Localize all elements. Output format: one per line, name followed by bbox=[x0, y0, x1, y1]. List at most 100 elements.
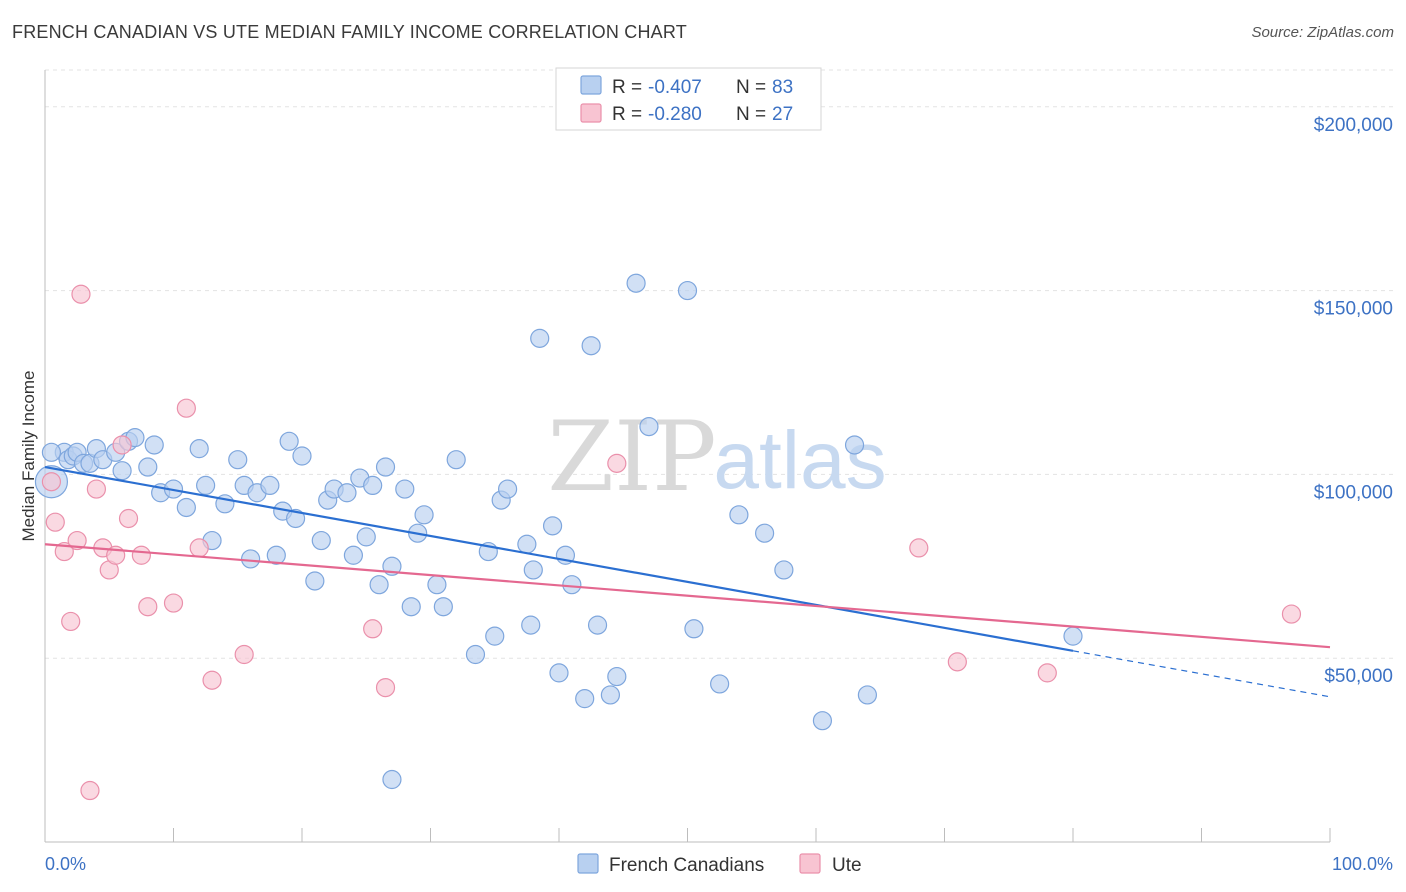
legend-n-label-0: N = bbox=[736, 77, 766, 98]
point-french-canadians bbox=[241, 549, 261, 569]
point-french-canadians bbox=[176, 497, 196, 518]
point-french-canadians bbox=[857, 685, 878, 705]
y-axis-title: Median Family Income bbox=[19, 370, 38, 541]
point-french-canadians bbox=[587, 615, 608, 635]
point-french-canadians bbox=[305, 571, 325, 591]
point-french-canadians bbox=[684, 619, 704, 639]
point-ute bbox=[71, 284, 91, 304]
point-french-canadians bbox=[375, 457, 396, 477]
correlation-legend: R = -0.407 N = 83 R = -0.280 N = 27 bbox=[555, 67, 822, 131]
point-ute bbox=[138, 597, 158, 617]
point-french-canadians bbox=[356, 527, 376, 547]
bottom-legend-label-ute: Ute bbox=[832, 855, 862, 876]
point-ute bbox=[131, 545, 151, 565]
point-french-canadians bbox=[523, 560, 543, 580]
watermark-atlas: atlas bbox=[713, 415, 886, 506]
point-french-canadians bbox=[41, 442, 62, 462]
point-french-canadians bbox=[427, 575, 447, 595]
point-french-canadians bbox=[112, 461, 132, 481]
x-tick-label-min: 0.0% bbox=[45, 854, 86, 874]
legend-r-value-1: -0.280 bbox=[648, 104, 702, 125]
point-french-canadians bbox=[138, 457, 158, 477]
point-french-canadians bbox=[626, 273, 646, 293]
point-french-canadians bbox=[498, 479, 518, 499]
legend-swatch-french-canadians bbox=[580, 75, 602, 95]
y-tick-label: $50,000 bbox=[1324, 666, 1393, 687]
watermark-zip: ZIP bbox=[547, 401, 716, 513]
point-french-canadians bbox=[517, 534, 537, 554]
point-french-canadians bbox=[196, 475, 216, 496]
trend-line-ute bbox=[44, 543, 1331, 649]
bottom-legend-swatch-french-canadians bbox=[577, 853, 599, 874]
point-french-canadians bbox=[581, 336, 601, 356]
point-ute bbox=[45, 512, 65, 532]
series-legend: French Canadians Ute bbox=[577, 853, 862, 876]
legend-r-label-1: R = bbox=[612, 104, 642, 125]
point-french-canadians bbox=[433, 597, 453, 617]
legend-n-value-0: 83 bbox=[772, 77, 793, 98]
legend-r-value-0: -0.407 bbox=[648, 77, 702, 98]
y-tick-label: $100,000 bbox=[1314, 482, 1393, 503]
point-ute bbox=[176, 398, 196, 418]
point-ute bbox=[41, 472, 62, 492]
point-french-canadians bbox=[292, 446, 312, 466]
point-french-canadians bbox=[677, 280, 698, 301]
legend-r-label-0: R = bbox=[612, 77, 642, 98]
point-french-canadians bbox=[575, 689, 595, 709]
y-tick-labels: $50,000 $100,000 $150,000 $200,000 bbox=[1314, 115, 1393, 687]
point-french-canadians bbox=[395, 479, 415, 499]
point-french-canadians bbox=[382, 769, 402, 790]
trend-lines bbox=[44, 465, 1331, 698]
point-french-canadians bbox=[401, 597, 421, 617]
point-french-canadians bbox=[311, 530, 331, 551]
x-ticks bbox=[173, 828, 1331, 842]
point-ute bbox=[375, 677, 396, 698]
point-ute bbox=[112, 435, 132, 455]
point-ute bbox=[1037, 663, 1057, 683]
trend-line-french-canadians bbox=[44, 465, 1074, 652]
point-ute bbox=[202, 670, 222, 690]
point-french-canadians bbox=[266, 545, 286, 565]
legend-n-value-1: 27 bbox=[772, 104, 793, 125]
point-french-canadians bbox=[337, 483, 357, 503]
point-french-canadians bbox=[343, 545, 363, 565]
point-french-canadians bbox=[812, 711, 833, 731]
point-french-canadians bbox=[279, 431, 299, 451]
point-french-canadians bbox=[228, 450, 248, 470]
x-tick-label-max: 100.0% bbox=[1332, 854, 1393, 874]
bottom-legend-label-french-canadians: French Canadians bbox=[609, 855, 764, 876]
point-ute bbox=[189, 538, 209, 558]
point-french-canadians bbox=[446, 450, 466, 470]
y-tick-label: $150,000 bbox=[1314, 299, 1393, 320]
point-french-canadians bbox=[260, 475, 280, 496]
point-french-canadians bbox=[369, 575, 389, 595]
point-french-canadians bbox=[285, 508, 306, 529]
series-french-canadians bbox=[34, 273, 1083, 790]
point-french-canadians bbox=[600, 685, 621, 705]
point-french-canadians bbox=[414, 505, 434, 525]
legend-n-label-1: N = bbox=[736, 104, 766, 125]
bottom-legend-swatch-ute bbox=[799, 853, 821, 874]
point-ute bbox=[234, 644, 254, 665]
y-tick-label: $200,000 bbox=[1314, 115, 1393, 136]
grid-lines bbox=[45, 69, 1393, 659]
point-french-canadians bbox=[710, 674, 730, 694]
point-french-canadians bbox=[607, 666, 627, 687]
legend-swatch-ute bbox=[580, 103, 602, 123]
point-ute bbox=[163, 593, 184, 613]
point-ute bbox=[86, 479, 107, 499]
point-french-canadians bbox=[729, 505, 749, 525]
point-ute bbox=[363, 619, 383, 639]
point-ute bbox=[607, 453, 627, 473]
point-french-canadians bbox=[549, 663, 569, 683]
point-french-canadians bbox=[639, 416, 659, 437]
point-french-canadians bbox=[530, 328, 550, 348]
point-french-canadians bbox=[363, 475, 383, 496]
point-french-canadians bbox=[189, 439, 209, 459]
zipatlas-watermark: ZIP atlas bbox=[547, 401, 886, 513]
point-ute bbox=[909, 538, 929, 558]
point-ute bbox=[67, 530, 87, 551]
point-ute bbox=[947, 652, 967, 672]
point-ute bbox=[61, 611, 81, 632]
